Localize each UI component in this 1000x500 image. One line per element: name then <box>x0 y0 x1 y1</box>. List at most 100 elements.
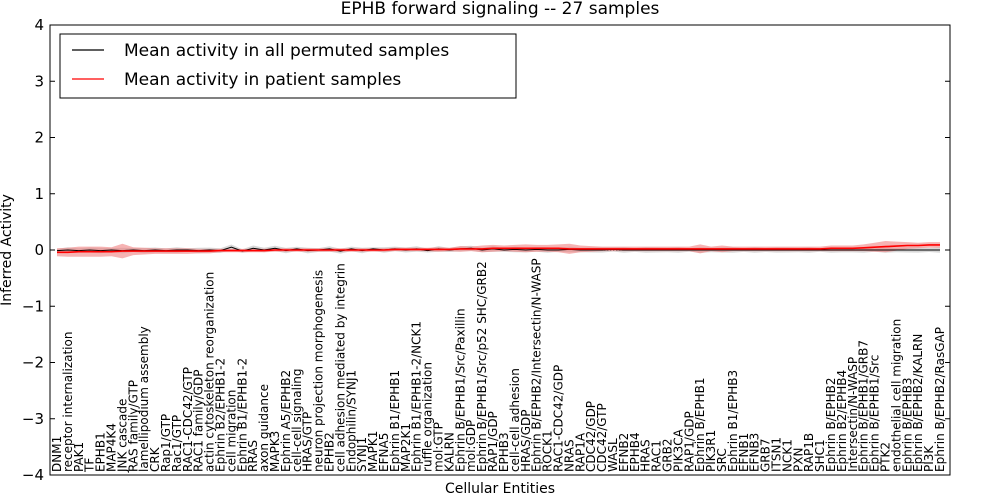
legend-box <box>59 33 517 99</box>
x-tick-label: EFNB3 <box>748 433 762 472</box>
chart-title: EPHB forward signaling -- 27 samples <box>341 0 660 19</box>
y-tick-label: 0 <box>34 241 44 259</box>
legend: Mean activity in all permuted samples Me… <box>59 33 517 99</box>
x-tick-label: endothelial cell migration <box>889 319 903 472</box>
x-tick-label: Intersectin/N-WASP <box>846 357 860 472</box>
x-tick-label: HRAS/GTP <box>301 412 315 472</box>
x-tick-label: PAK1 <box>72 442 86 472</box>
x-tick-label: Ephrin B/EPHB1/Src <box>868 355 882 472</box>
x-tick-label: ruffle organization <box>421 362 435 472</box>
x-tick-label: actin cytoskeleton reorganization <box>203 272 217 472</box>
x-tick-label: SRC <box>715 448 729 472</box>
x-tick-label: CDC42/GTP <box>595 403 609 472</box>
x-tick-label: Ephrin B/EPHB2/RasGAP <box>933 327 947 472</box>
x-tick-label: RRAS <box>246 440 260 472</box>
series-line-patient <box>57 244 940 254</box>
x-tick-label: receptor internalization <box>61 332 75 472</box>
x-tick-label: WASL <box>606 438 620 472</box>
x-tick-label: Ephrin B/EPHB1/Src/p52 SHC/GRB2 <box>475 261 489 472</box>
x-tick-label: neuron projection morphogenesis <box>312 270 326 472</box>
x-tick-label: KALRN <box>442 432 456 472</box>
y-tick-label: 2 <box>34 129 44 147</box>
x-tick-label: cell migration <box>224 390 238 472</box>
x-tick-label: RAC1-CDC42/GTP <box>181 367 195 472</box>
x-tick-label: RAC1 <box>650 440 664 472</box>
x-tick-label: Ephrin B1/EPHB3 <box>726 370 740 472</box>
x-tick-label: Ephrin B/EPHB2/Intersectin/N-WASP <box>530 258 544 472</box>
x-tick-label: Ephrin A5/EPHB2 <box>279 370 293 472</box>
x-tick-label: ITSN1 <box>770 437 784 472</box>
x-tick-label: cell adhesion mediated by integrin <box>333 263 347 472</box>
x-tick-label: SHC1 <box>813 439 827 472</box>
plot-frame <box>49 24 951 476</box>
x-tick-label: Ephrin B/EPHB2/KALRN <box>911 334 925 472</box>
y-axis-label: Inferred Activity <box>0 194 15 306</box>
x-tick-label: RAS family/GTP <box>126 380 140 472</box>
x-tick-label: RAP1/GDP <box>486 411 500 472</box>
x-tick-label: SYNJ1 <box>355 437 369 472</box>
x-tick-label: EFNB1 <box>737 433 751 472</box>
x-tick-label: PTK2 <box>879 442 893 472</box>
x-tick-label: EFNB2 <box>617 433 631 472</box>
x-tick-label: mol:GTP <box>432 422 446 472</box>
x-tick-label: GRB7 <box>759 439 773 473</box>
y-tick-label: 1 <box>34 185 44 203</box>
x-tick-label: Ephrin B1/EPHB1 <box>388 370 402 472</box>
x-tick-label: Rac1/GTP <box>170 415 184 472</box>
x-tick-label: Ephrin B/EPHB1/Src/Paxillin <box>453 308 467 472</box>
y-tick-label: −2 <box>22 354 44 372</box>
x-tick-label: MAPK3 <box>268 431 282 472</box>
x-tick-label: EPHB4 <box>628 432 642 472</box>
x-tick-label: Ephrin B/EPHB1/GRB7 <box>857 340 871 472</box>
x-tick-label: HRAS/GDP <box>519 410 533 473</box>
x-tick-label: PIK3R1 <box>704 430 718 472</box>
x-tick-label: RAP1B <box>802 433 816 472</box>
x-tick-label: Ephrin B/EPHB2 <box>824 378 838 472</box>
x-tick-label: Rap1/GTP <box>159 414 173 472</box>
y-tick-label: −4 <box>22 466 44 484</box>
x-tick-label: CDC42/GDP <box>584 401 598 472</box>
x-tick-label: RAP1A <box>573 432 587 472</box>
x-tick-label: Ephrin B1/EPHB1-2/NCK1 <box>410 321 424 472</box>
x-tick-label: cell-cell adhesion <box>508 368 522 472</box>
x-tick-label: NCK1 <box>780 439 794 472</box>
x-tick-label: CRK <box>148 446 162 472</box>
legend-label-patient: Mean activity in patient samples <box>124 70 401 90</box>
x-tick-label: RAC1 family/GDP <box>192 369 206 472</box>
y-tick-label: 4 <box>34 16 44 34</box>
x-axis-label: Cellular Entities <box>445 481 555 497</box>
x-tick-label: EPHB2 <box>323 432 337 472</box>
x-tick-label: ROCK1 <box>541 430 555 472</box>
x-tick-label: PXN <box>791 448 805 472</box>
x-tick-label: axon guidance <box>257 384 271 472</box>
x-tick-label: Endophilin/SYNJ1 <box>344 370 358 472</box>
x-tick-label: NRAS <box>562 439 576 472</box>
x-tick-label: EPHB3 <box>497 432 511 472</box>
x-tick-label: Ephrin B2/EPHB1-2 <box>214 358 228 472</box>
x-tick-label: GRB2 <box>661 439 675 473</box>
x-tick-label: cell-cell signaling <box>290 368 304 472</box>
x-tick-label: PIK3CA <box>671 428 685 472</box>
x-tick-label: Ephrin B/EPHB3 <box>900 378 914 472</box>
x-tick-label: EFNA5 <box>377 433 391 472</box>
x-tick-label: PI3K <box>922 445 936 472</box>
x-tick-label: MAP2K1 <box>399 423 413 472</box>
x-tick-label: lamellipodium assembly <box>137 326 151 472</box>
y-tick-label: −1 <box>22 297 44 315</box>
y-tick-label: 3 <box>34 72 44 90</box>
x-tick-label: MAP4K4 <box>105 423 119 472</box>
y-axis-ticks: −4 −3 −2 −1 0 1 2 3 4 <box>22 16 950 484</box>
x-tick-label: MAPK1 <box>366 431 380 472</box>
y-tick-label: −3 <box>22 410 44 428</box>
x-tick-label: TF <box>83 458 97 473</box>
x-tick-label: Ephrin B/EPHB1 <box>693 378 707 472</box>
x-tick-label: DNM1 <box>50 436 64 472</box>
x-tick-label: mol:GDP <box>464 420 478 472</box>
legend-label-permuted: Mean activity in all permuted samples <box>124 41 449 61</box>
x-tick-label: JNK cascade <box>115 399 129 473</box>
x-tick-label: Ephrin B2/EPHB4 <box>835 370 849 472</box>
x-tick-label: RAC1-CDC42/GDP <box>552 365 566 472</box>
series-lines <box>56 244 940 254</box>
